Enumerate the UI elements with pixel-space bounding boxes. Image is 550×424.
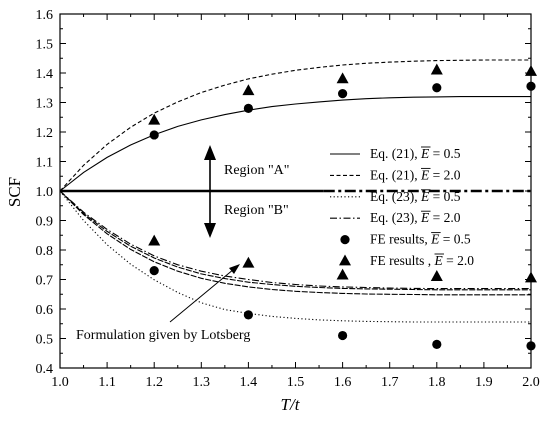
legend-marker-circle	[340, 235, 350, 245]
y-tick-label: 0.4	[36, 362, 54, 377]
fe-point-triangle	[242, 256, 255, 268]
fe-point-circle	[432, 83, 442, 93]
fe-point-triangle	[148, 234, 161, 246]
lotsberg-leader	[169, 268, 235, 323]
region-arrow-up-head	[204, 145, 216, 160]
fe-point-circle	[243, 310, 253, 320]
lotsberg-label-bg	[72, 323, 308, 344]
fe-point-triangle	[336, 72, 349, 84]
x-tick-label: 2.0	[522, 375, 540, 390]
series-line-1	[59, 96, 531, 192]
fe-point-triangle	[148, 113, 161, 125]
region-b-label: Region "B"	[224, 203, 289, 218]
fe-point-circle	[149, 266, 159, 276]
y-tick-label: 1.4	[36, 67, 54, 82]
y-tick-label: 1.3	[36, 97, 54, 112]
y-tick-label: 0.5	[36, 333, 54, 348]
series-line-2	[59, 59, 531, 192]
x-tick-label: 1.6	[334, 375, 352, 390]
legend-entry: FE results , E = 2.0	[370, 253, 474, 268]
x-tick-label: 1.2	[145, 375, 163, 390]
fe-point-triangle	[242, 84, 255, 96]
y-tick-label: 0.6	[36, 303, 54, 318]
legend-entry: Eq. (21), E = 0.5	[370, 146, 461, 161]
y-tick-label: 0.8	[36, 244, 54, 259]
fe-point-circle	[526, 81, 536, 91]
series-line-3	[59, 190, 531, 323]
y-tick-label: 1.1	[36, 156, 54, 171]
series-line-6	[59, 190, 531, 291]
legend-marker-triangle	[339, 254, 351, 266]
legend-entry: FE results, E = 0.5	[370, 232, 471, 247]
y-tick-label: 1.5	[36, 38, 54, 53]
lotsberg-arrow-head	[229, 264, 240, 274]
x-tick-label: 1.5	[287, 375, 305, 390]
fe-point-circle	[526, 341, 536, 351]
region-arrow-down-head	[204, 223, 216, 238]
fe-point-circle	[338, 89, 348, 99]
fe-point-circle	[149, 130, 159, 140]
x-tick-label: 1.4	[240, 375, 258, 390]
fe-point-triangle	[430, 270, 443, 281]
lotsberg-label: Formulation given by Lotsberg	[76, 328, 250, 343]
series-line-5	[59, 190, 531, 296]
series-line-4	[59, 190, 531, 290]
x-tick-label: 1.8	[428, 375, 446, 390]
fe-point-triangle	[336, 268, 349, 280]
fe-point-circle	[243, 103, 253, 113]
y-tick-label: 0.9	[36, 215, 54, 230]
y-tick-label: 0.7	[36, 274, 54, 289]
x-tick-label: 1.7	[381, 375, 399, 390]
fe-point-triangle	[525, 65, 537, 76]
fe-point-circle	[338, 330, 348, 341]
fe-point-triangle	[430, 63, 443, 75]
x-tick-label: 1.1	[98, 375, 116, 390]
fe-point-triangle	[525, 271, 537, 283]
fe-point-circle	[432, 339, 442, 349]
x-tick-label: 1.3	[193, 375, 211, 390]
x-axis-label: T/t	[281, 395, 301, 414]
x-tick-label: 1.9	[475, 375, 493, 390]
y-axis-label: SCF	[5, 177, 24, 207]
y-tick-label: 1.6	[36, 8, 54, 23]
legend-entry: Eq. (23), E = 0.5	[370, 189, 461, 204]
y-tick-label: 1.0	[36, 185, 54, 200]
legend-entry: Eq. (21), E = 2.0	[370, 167, 461, 182]
region-a-label: Region "A"	[224, 163, 289, 178]
x-tick-label: 1.0	[51, 375, 69, 390]
y-tick-label: 1.2	[36, 126, 54, 141]
legend-entry: Eq. (23), E = 2.0	[370, 210, 461, 225]
